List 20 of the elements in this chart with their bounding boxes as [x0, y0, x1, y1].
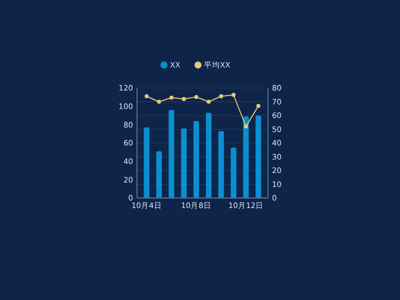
bar: [206, 112, 212, 198]
bar: [256, 116, 262, 198]
point: [182, 97, 186, 101]
bar: [194, 121, 200, 198]
point: [206, 100, 211, 104]
point: [244, 124, 248, 128]
point: [256, 104, 260, 108]
point: [157, 100, 162, 104]
bar: [168, 110, 174, 198]
point: [194, 94, 198, 99]
point: [232, 92, 236, 97]
bar: [181, 128, 187, 198]
bar: [144, 127, 150, 198]
point: [144, 94, 149, 98]
point: [219, 94, 224, 98]
bar: [230, 148, 236, 198]
point: [169, 96, 174, 100]
bar: [156, 151, 162, 198]
bar: [243, 116, 249, 198]
bar: [218, 131, 224, 198]
